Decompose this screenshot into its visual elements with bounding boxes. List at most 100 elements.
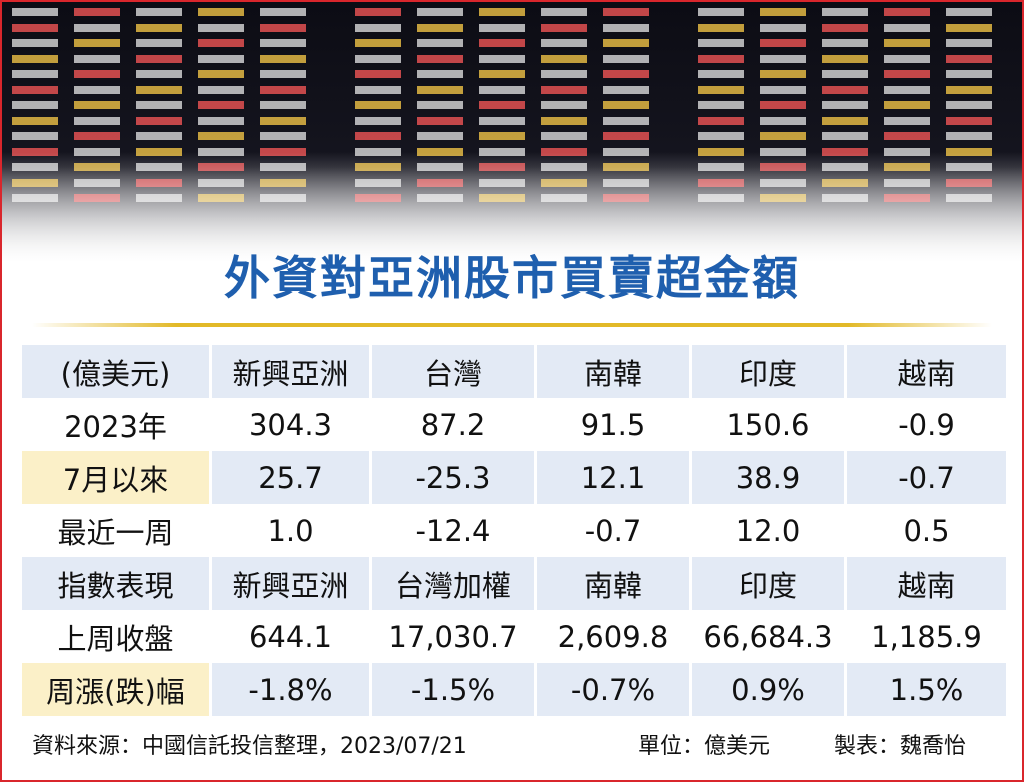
- maker: 製表：魏喬怡: [834, 734, 967, 759]
- table-row: 指數表現 新興亞洲 台灣加權 南韓 印度 越南: [22, 557, 1006, 610]
- board-cell: [760, 54, 806, 63]
- board-cell: [541, 132, 587, 140]
- board-cell: [698, 8, 744, 16]
- table-cell: 上周收盤: [22, 610, 212, 663]
- table-cell: 1,185.9: [847, 610, 1006, 663]
- board-cell: [884, 8, 930, 16]
- board-cell: [417, 70, 463, 78]
- board-cell: [260, 101, 306, 109]
- title: 外資對亞洲股市買賣超金額: [224, 251, 800, 305]
- board-cell: [74, 132, 120, 140]
- board-cell: [822, 54, 868, 63]
- board-cell: [479, 101, 525, 109]
- board-cell: [760, 39, 806, 47]
- board-cell: [198, 132, 244, 140]
- board-cell: [136, 132, 182, 140]
- board-cell: [12, 101, 58, 109]
- board-cell: [136, 101, 182, 109]
- board-cell: [417, 85, 463, 94]
- board-cell: [541, 85, 587, 94]
- board-cell: [822, 85, 868, 94]
- board-cell: [136, 85, 182, 94]
- board-cell: [760, 8, 806, 16]
- board-cell: [12, 132, 58, 140]
- table-row: 周漲(跌)幅 -1.8% -1.5% -0.7% 0.9% 1.5%: [22, 663, 1006, 716]
- board-cell: [479, 8, 525, 16]
- board-cell: [946, 54, 992, 63]
- board-cell: [822, 101, 868, 109]
- board-cell: [698, 54, 744, 63]
- board-cell: [884, 147, 930, 156]
- table-cell: 指數表現: [22, 557, 212, 610]
- board-cell: [136, 54, 182, 63]
- board-cell: [946, 85, 992, 94]
- board-cell: [260, 39, 306, 47]
- table-cell: (億美元): [22, 345, 212, 398]
- table-cell: 1.5%: [847, 663, 1006, 716]
- board-cell: [760, 101, 806, 109]
- board-cell: [822, 70, 868, 78]
- table-cell: -0.7%: [537, 663, 692, 716]
- board-cell: [198, 116, 244, 125]
- table-cell: 台灣: [372, 345, 537, 398]
- board-cell: [355, 54, 401, 63]
- photo-fade: [2, 152, 1022, 282]
- board-cell: [12, 54, 58, 63]
- board-cell: [822, 132, 868, 140]
- table-cell: 周漲(跌)幅: [22, 663, 212, 716]
- board-cell: [541, 147, 587, 156]
- board-cell: [946, 8, 992, 16]
- board-cell: [260, 70, 306, 78]
- board-cell: [417, 39, 463, 47]
- board-cell: [417, 132, 463, 140]
- board-cell: [355, 132, 401, 140]
- board-cell: [417, 23, 463, 32]
- board-cell: [760, 116, 806, 125]
- table-cell: -0.9: [847, 398, 1006, 451]
- board-cell: [541, 101, 587, 109]
- board-cell: [698, 101, 744, 109]
- board-cell: [698, 39, 744, 47]
- table-cell: 38.9: [692, 451, 847, 504]
- board-cell: [74, 147, 120, 156]
- table-cell: 644.1: [212, 610, 372, 663]
- table-cell: 91.5: [537, 398, 692, 451]
- board-cell: [541, 8, 587, 16]
- board-cell: [760, 23, 806, 32]
- board-cell: [136, 23, 182, 32]
- board-cell: [946, 23, 992, 32]
- board-cell: [355, 85, 401, 94]
- board-cell: [136, 8, 182, 16]
- board-cell: [822, 23, 868, 32]
- board-cell: [417, 8, 463, 16]
- board-cell: [12, 85, 58, 94]
- board-cell: [198, 101, 244, 109]
- board-cell: [417, 54, 463, 63]
- table-cell: 印度: [692, 345, 847, 398]
- board-cell: [884, 54, 930, 63]
- board-cell: [541, 116, 587, 125]
- table-cell: 新興亞洲: [212, 557, 372, 610]
- board-cell: [479, 147, 525, 156]
- board-cell: [198, 39, 244, 47]
- board-cell: [479, 23, 525, 32]
- board-cell: [884, 23, 930, 32]
- board-cell: [260, 23, 306, 32]
- board-cell: [603, 8, 649, 16]
- board-cell: [479, 39, 525, 47]
- table-cell: 台灣加權: [372, 557, 537, 610]
- table-cell: 越南: [847, 345, 1006, 398]
- board-cell: [74, 85, 120, 94]
- board-cell: [884, 132, 930, 140]
- table-row: 上周收盤 644.1 17,030.7 2,609.8 66,684.3 1,185.9: [22, 610, 1006, 663]
- board-cell: [355, 8, 401, 16]
- board-cell: [198, 85, 244, 94]
- board-cell: [136, 39, 182, 47]
- table-cell: -12.4: [372, 504, 537, 557]
- table: (億美元) 新興亞洲 台灣 南韓 印度 越南 2023年 304.3 87.2 91.5 150.6…: [22, 345, 1006, 716]
- table-cell: -0.7: [537, 504, 692, 557]
- board-cell: [698, 132, 744, 140]
- board-cell: [355, 39, 401, 47]
- board-cell: [355, 116, 401, 125]
